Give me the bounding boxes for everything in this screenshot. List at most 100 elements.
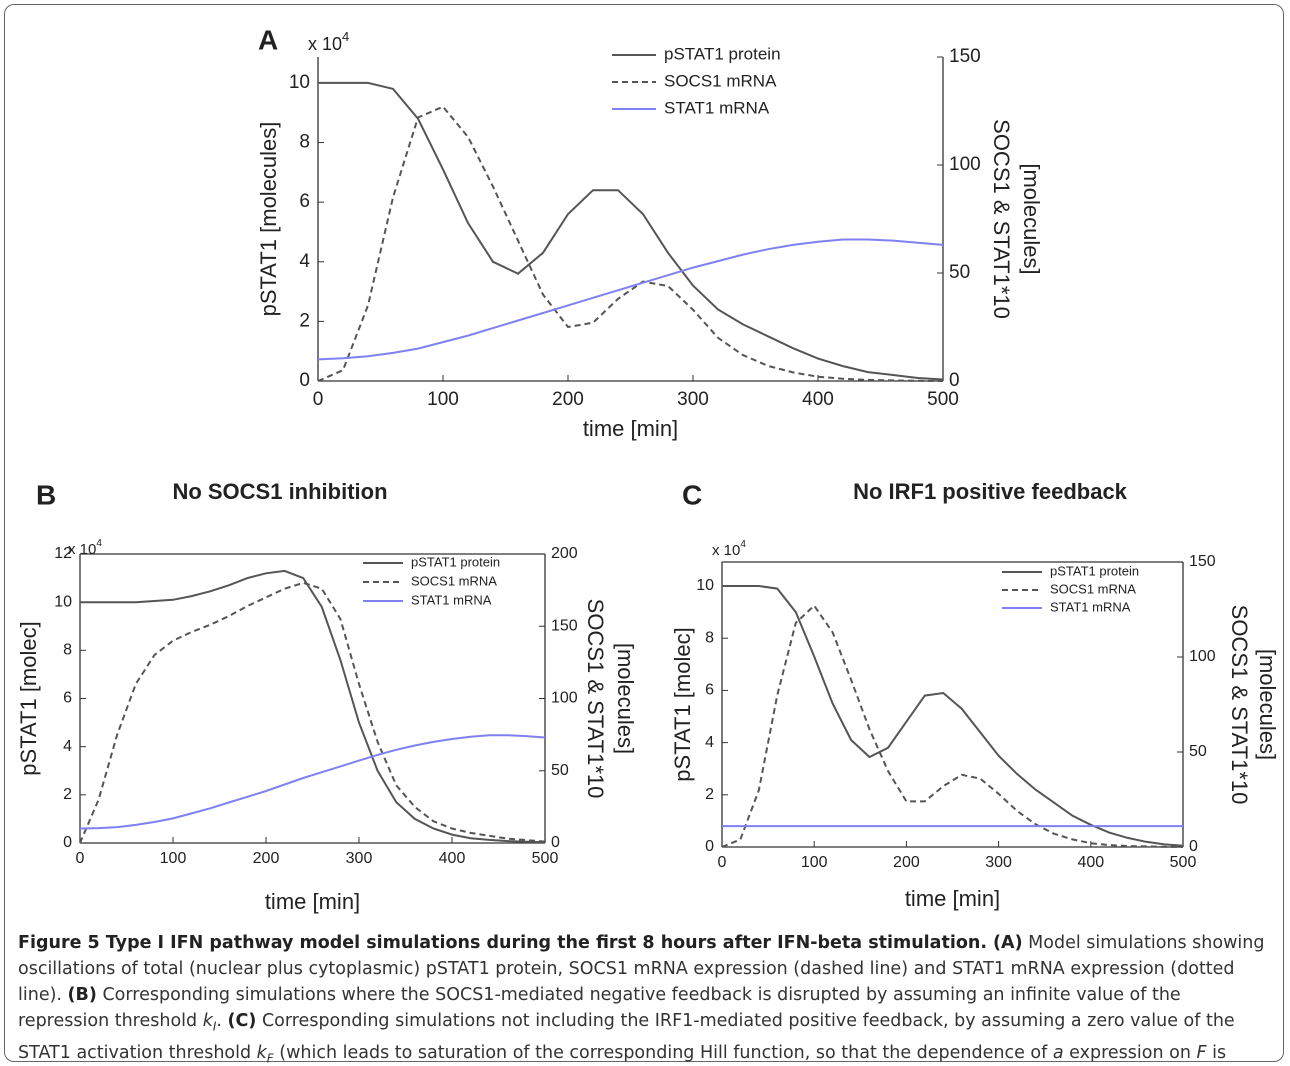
series-line: [318, 81, 944, 381]
y-tick-label: 4: [705, 734, 714, 751]
x-tick-label: 100: [801, 854, 828, 871]
y-axis-label: pSTAT1 [molec]: [670, 627, 695, 781]
legend-label: STAT1 mRNA: [1050, 599, 1131, 614]
x-tick-label: 500: [927, 389, 959, 410]
series-line: [79, 581, 546, 844]
x-tick-label: 300: [677, 389, 709, 410]
caption-text: k: [202, 1011, 213, 1031]
y-tick-label: 10: [54, 593, 72, 610]
y2-axis-label: [molecules]: [613, 643, 638, 754]
legend-label: STAT1 mRNA: [411, 592, 492, 607]
series-line: [80, 569, 546, 844]
y-multiplier-exponent: 4: [342, 29, 349, 44]
caption-text: Model simulations showing oscillations o…: [18, 933, 1265, 1005]
x-axis-label: time [min]: [583, 416, 678, 441]
y2-tick-label: 150: [949, 46, 981, 67]
y-tick-label: 0: [705, 838, 714, 855]
y-multiplier-exponent: 4: [740, 539, 746, 550]
y-tick-label: 8: [299, 132, 310, 153]
y2-axis-label: SOCS1 & STAT1*10: [583, 599, 608, 799]
y-tick-label: 10: [289, 72, 310, 93]
x-tick-label: 400: [439, 850, 466, 867]
caption-text: k: [256, 1042, 267, 1063]
caption-text: .: [216, 1011, 228, 1031]
y-multiplier-exponent: 4: [96, 538, 102, 549]
x-tick-label: 100: [160, 850, 187, 867]
y2-axis-label: [molecules]: [1019, 163, 1044, 274]
y-tick-label: 6: [63, 690, 72, 707]
x-tick-label: 0: [313, 389, 324, 410]
caption-text: F: [266, 1051, 274, 1065]
legend-label: pSTAT1 protein: [411, 554, 500, 569]
y-multiplier: x 104: [68, 538, 102, 558]
y2-tick-label: 100: [949, 154, 981, 175]
series-line: [317, 105, 944, 382]
x-tick-label: 300: [346, 850, 373, 867]
y2-tick-label: 200: [551, 545, 578, 562]
y-multiplier: x 104: [712, 539, 746, 559]
y-multiplier-base: x 10: [712, 542, 740, 559]
x-tick-label: 500: [1170, 854, 1197, 871]
x-tick-label: 200: [253, 850, 280, 867]
legend-label: SOCS1 mRNA: [411, 573, 497, 588]
legend-label: SOCS1 mRNA: [664, 71, 777, 90]
series-line: [317, 238, 944, 361]
legend-label: pSTAT1 protein: [664, 44, 781, 63]
panel-title: No SOCS1 inhibition: [172, 479, 387, 504]
y-tick-label: 10: [696, 577, 714, 594]
x-tick-label: 100: [427, 389, 459, 410]
x-tick-label: 500: [532, 850, 559, 867]
y-multiplier: x 104: [308, 29, 349, 53]
x-axis-label: time [min]: [905, 886, 1000, 911]
y-tick-label: 0: [299, 370, 310, 391]
caption-text: (which leads to saturation of the corres…: [273, 1042, 1053, 1063]
figure-caption: Figure 5 Type I IFN pathway model simula…: [18, 930, 1276, 1066]
y2-tick-label: 0: [1189, 838, 1198, 855]
caption-text: Corresponding simulations where the SOCS…: [18, 985, 1181, 1031]
x-tick-label: 400: [802, 389, 834, 410]
y2-tick-label: 100: [551, 690, 578, 707]
y2-tick-label: 0: [551, 834, 560, 851]
caption-text: F: [1196, 1042, 1207, 1063]
caption-text: (B): [67, 985, 97, 1005]
y-tick-label: 8: [705, 629, 714, 646]
legend-label: STAT1 mRNA: [664, 98, 770, 117]
y2-tick-label: 50: [949, 262, 970, 283]
y2-tick-label: 150: [551, 617, 578, 634]
y-tick-label: 4: [63, 738, 72, 755]
y-tick-label: 4: [299, 251, 310, 272]
y-tick-label: 2: [63, 786, 72, 803]
panel-label: B: [36, 479, 56, 510]
y2-axis-label: SOCS1 & STAT1*10: [989, 119, 1014, 319]
caption-text: a: [1052, 1042, 1064, 1063]
x-axis-label: time [min]: [265, 889, 360, 914]
y-tick-label: 0: [63, 834, 72, 851]
y-multiplier-base: x 10: [68, 541, 96, 558]
y2-axis-label: [molecules]: [1255, 649, 1280, 760]
legend-label: pSTAT1 protein: [1050, 563, 1139, 578]
y-axis-label: pSTAT1 [molec]: [16, 621, 41, 775]
x-tick-label: 400: [1077, 854, 1104, 871]
y-tick-label: 6: [299, 191, 310, 212]
y-tick-label: 6: [705, 682, 714, 699]
y-multiplier-base: x 10: [308, 34, 342, 54]
caption-text: I: [212, 1019, 217, 1034]
y-tick-label: 8: [63, 642, 72, 659]
y2-axis-label: SOCS1 & STAT1*10: [1227, 605, 1252, 805]
y2-tick-label: 50: [1189, 743, 1207, 760]
caption-text: Figure 5 Type I IFN pathway model simula…: [18, 933, 1023, 953]
caption-text: expression on: [1063, 1042, 1197, 1063]
caption-text: Corresponding simulations not including …: [18, 1011, 1235, 1063]
caption-text: is removed).: [1212, 1042, 1227, 1063]
panel-label: C: [682, 479, 702, 510]
series-line: [721, 604, 1184, 848]
x-tick-label: 200: [893, 854, 920, 871]
y-tick-label: 12: [54, 545, 72, 562]
y-axis-label: pSTAT1 [molecules]: [256, 122, 281, 317]
caption-text: (C): [227, 1011, 257, 1031]
x-tick-label: 300: [985, 854, 1012, 871]
y2-tick-label: 50: [551, 762, 569, 779]
panel-title: No IRF1 positive feedback: [853, 479, 1128, 504]
panel-label: A: [258, 24, 278, 55]
